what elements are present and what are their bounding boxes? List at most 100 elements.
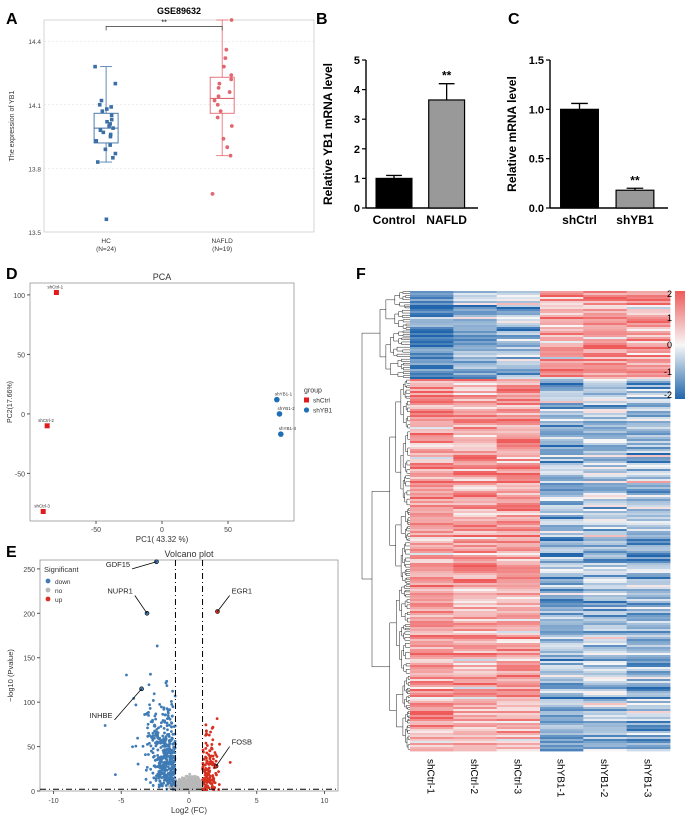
point-down — [161, 783, 164, 786]
column-label: shYB1-1 — [555, 759, 566, 798]
point-down — [152, 699, 155, 702]
point-up — [205, 730, 208, 733]
y-tick-label: 50 — [17, 352, 25, 359]
point-down — [167, 714, 170, 717]
data-point-HC — [105, 107, 109, 111]
point-down — [172, 733, 175, 736]
pca-point-shYB1-1 — [274, 397, 280, 403]
y-tick-label: 1.5 — [529, 55, 544, 67]
gene-label: FOSB — [232, 738, 252, 747]
point-down — [114, 773, 117, 776]
point-down — [158, 762, 161, 765]
data-point-HC — [96, 160, 100, 164]
point-down — [158, 737, 161, 740]
point-down — [163, 727, 166, 730]
x-tick-label: shYB1 — [616, 213, 654, 227]
point-down — [171, 737, 174, 740]
x-tick-sublabel: (N=24) — [96, 246, 116, 253]
point-down — [149, 707, 152, 710]
panel-letter-d: D — [6, 266, 18, 283]
point-down — [161, 713, 164, 716]
heatmap-cell — [497, 749, 541, 751]
panel-c-bar-chart: 0.00.51.01.5Relative mRNA levelshCtrl shY… — [505, 55, 668, 227]
y-axis-label: The expression of YB1 — [9, 91, 16, 162]
panel-letter-e: E — [6, 544, 17, 561]
y-tick-label: 14.4 — [28, 39, 41, 46]
y-axis-label: Relative YB1 mRNA level — [321, 63, 335, 205]
point-down — [156, 645, 159, 648]
data-point-HC — [110, 118, 114, 122]
y-tick-label: 150 — [23, 656, 35, 663]
y-tick-label: 250 — [23, 567, 35, 574]
data-point-NAFLD — [225, 145, 229, 149]
data-point-NAFLD — [228, 90, 232, 94]
point-down — [165, 735, 168, 738]
legend-swatch-down — [46, 579, 51, 584]
data-point-NAFLD — [224, 48, 228, 52]
data-point-HC — [109, 105, 113, 109]
gene-label: NUPR1 — [107, 587, 132, 596]
data-point-HC — [93, 65, 97, 69]
bar-NAFLD — [429, 100, 465, 208]
point-down — [160, 725, 163, 728]
heatmap-cell — [627, 749, 671, 751]
panel-f-heatmap: shCtrl-1 shCtrl-2 shCtrl-3 shYB1-1 shYB1-2 sh… — [362, 289, 685, 798]
point-down — [171, 690, 174, 693]
column-label: shYB1-2 — [598, 759, 609, 798]
point-down — [171, 743, 174, 746]
point-down — [166, 760, 169, 763]
point-down — [158, 775, 161, 778]
point-down — [158, 772, 161, 775]
pca-point-shCtrl-2 — [45, 423, 50, 428]
point-down — [164, 767, 167, 770]
heatmap-cell — [583, 749, 627, 751]
point-no — [187, 778, 190, 781]
x-tick-label: 0 — [160, 527, 164, 534]
y-tick-label: 2 — [354, 144, 360, 156]
point-down — [162, 773, 165, 776]
point-down — [166, 728, 169, 731]
chart-title: Volcano plot — [164, 549, 214, 559]
point-down — [125, 674, 128, 677]
point-down — [155, 728, 158, 731]
gene-label: INHBE — [90, 711, 113, 720]
point-down — [167, 765, 170, 768]
point-down — [163, 754, 166, 757]
data-point-HC — [100, 99, 104, 103]
legend-label: no — [55, 588, 63, 595]
point-down — [165, 784, 168, 787]
point-no — [193, 779, 196, 782]
point-up — [211, 774, 214, 777]
y-tick-label: 200 — [23, 611, 35, 618]
point-down — [152, 751, 155, 754]
color-scale-tick: -1 — [664, 367, 672, 377]
legend-label: shYB1 — [313, 407, 333, 414]
point-down — [171, 715, 174, 718]
point-no — [184, 786, 187, 789]
data-point-NAFLD — [230, 18, 234, 22]
data-point-NAFLD — [223, 56, 227, 60]
point-down — [160, 706, 163, 709]
point-down — [165, 680, 168, 683]
data-point-HC — [104, 148, 108, 152]
panel-letter-f: F — [356, 266, 366, 283]
row-dendrogram — [362, 292, 410, 750]
point-up — [215, 760, 218, 763]
point-down — [160, 739, 163, 742]
legend-label: shCtrl — [313, 397, 331, 404]
pca-point-label: shCtrl-2 — [38, 418, 54, 423]
y-tick-label: 100 — [13, 293, 25, 300]
point-up — [204, 756, 207, 759]
point-down — [170, 721, 173, 724]
point-up — [214, 781, 217, 784]
point-no — [188, 785, 191, 788]
point-down — [156, 754, 159, 757]
point-up — [210, 762, 213, 765]
point-down — [172, 777, 175, 780]
point-down — [136, 737, 139, 740]
point-down — [170, 784, 173, 787]
data-point-HC — [114, 152, 118, 156]
column-label: shYB1-3 — [641, 759, 652, 798]
point-down — [156, 731, 159, 734]
point-no — [190, 778, 193, 781]
